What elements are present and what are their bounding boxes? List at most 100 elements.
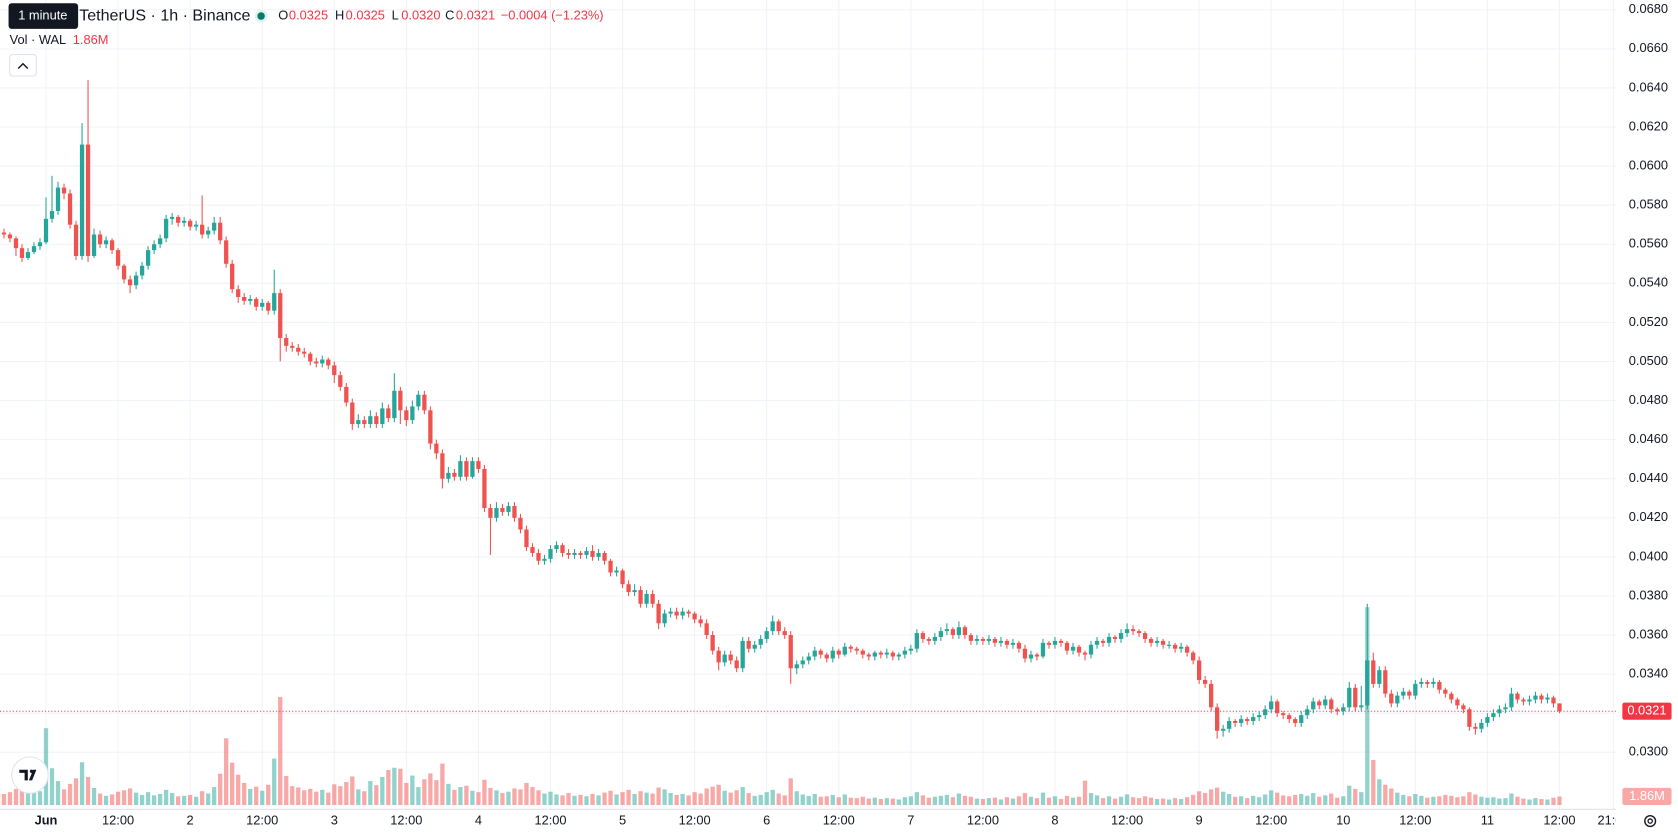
volume-bar: [1287, 796, 1292, 806]
candle-body: [1335, 709, 1340, 712]
grid: [0, 0, 1616, 810]
candle-body: [43, 218, 49, 243]
settings-button[interactable]: [1644, 815, 1657, 828]
y-tick-label: 0.0640: [1629, 79, 1668, 94]
volume-bar: [278, 696, 283, 806]
settings-icon[interactable]: [1644, 815, 1657, 828]
candle-body: [1443, 689, 1448, 694]
candle-body: [818, 650, 823, 655]
candle-body: [770, 621, 775, 632]
volume-bar: [884, 798, 889, 806]
ohlc-value: 0.0325: [289, 7, 328, 22]
y-tick-label: 0.0620: [1629, 118, 1668, 133]
candle-body: [1245, 719, 1250, 722]
candle-body: [85, 144, 91, 256]
tradingview-logo[interactable]: [11, 756, 49, 794]
candle-body: [866, 654, 871, 657]
candle-body: [386, 408, 391, 419]
candle-body: [1533, 695, 1538, 700]
y-tick-label: 0.0540: [1629, 275, 1668, 290]
collapse-button[interactable]: [9, 54, 37, 77]
volume-bar: [782, 795, 787, 806]
candle-body: [1142, 633, 1148, 639]
candle-body: [1509, 693, 1514, 708]
volume-bar: [986, 798, 992, 806]
symbol-title[interactable]: TetherUS · 1h · Binance: [79, 6, 250, 24]
candle-body: [782, 631, 787, 636]
volume-bar: [254, 786, 259, 806]
volume-bar: [1184, 797, 1190, 806]
candle-body: [1371, 660, 1376, 684]
volume-bar: [1136, 798, 1142, 806]
volume-bar: [91, 788, 97, 806]
y-tick-label: 0.0300: [1629, 744, 1668, 759]
candle-body: [824, 654, 829, 659]
candle-body: [1551, 697, 1556, 704]
volume-bar: [1022, 793, 1028, 806]
volume-bar: [97, 793, 103, 806]
volume-bar: [524, 782, 529, 806]
candle-body: [422, 394, 427, 411]
candle-body: [1317, 701, 1322, 706]
settings-icon-center[interactable]: [1647, 818, 1653, 824]
volume-bar: [578, 794, 583, 806]
candle-body: [440, 453, 445, 479]
volume-bar: [890, 798, 895, 806]
candle-body: [1118, 633, 1124, 639]
candle-body: [1467, 709, 1472, 727]
candle-body: [1521, 699, 1526, 702]
candle-body: [127, 279, 133, 286]
y-tick-label: 0.0580: [1629, 197, 1668, 212]
volume-bar: [668, 793, 673, 806]
volume-bar: [1533, 798, 1538, 806]
candle-body: [1347, 687, 1352, 708]
volume-title[interactable]: Vol · WAL: [10, 32, 67, 47]
volume-bar: [1413, 793, 1418, 806]
candle-body: [13, 238, 19, 249]
candle-body: [175, 216, 181, 223]
volume-bar: [55, 781, 61, 806]
volume-bar: [704, 788, 709, 806]
candle-body: [1166, 644, 1172, 646]
candle-body: [1257, 715, 1262, 718]
volume-bar: [608, 790, 613, 806]
logo-circle[interactable]: [11, 756, 49, 794]
volume-bar: [518, 789, 523, 806]
candle-body: [554, 545, 559, 550]
candle-body: [308, 353, 313, 362]
candle-body: [1148, 638, 1154, 643]
y-tick-label: 0.0460: [1629, 431, 1668, 446]
logo-dot[interactable]: [29, 769, 34, 774]
x-tick-label: 12:00: [967, 812, 999, 827]
volume-bar: [650, 793, 655, 806]
y-tick-label: 0.0520: [1629, 314, 1668, 329]
volume-bar: [1239, 796, 1244, 806]
volume-bar: [566, 793, 571, 806]
x-tick-label: 5: [619, 812, 626, 827]
ohlc-label: O: [278, 7, 288, 22]
ohlc-label: C: [445, 7, 454, 22]
candle-body: [1172, 644, 1178, 649]
market-status-dot[interactable]: [257, 12, 265, 20]
volume-bar: [1257, 797, 1262, 806]
volume-bar: [434, 780, 439, 806]
candle-body: [932, 636, 938, 641]
candle-body: [740, 640, 745, 669]
volume-bar: [710, 786, 715, 806]
candle-body: [332, 365, 337, 376]
volume-bar: [596, 795, 601, 806]
candle-body: [1022, 648, 1028, 659]
collapse-icon[interactable]: [17, 62, 29, 70]
candle-body: [1455, 699, 1460, 706]
candle-body: [1124, 629, 1130, 634]
volume-bar: [1305, 795, 1310, 806]
volume-bar: [1455, 797, 1460, 806]
ohlc-value: 0.0320: [401, 7, 440, 22]
candle-body: [602, 552, 607, 561]
candle-body: [890, 652, 895, 657]
candle-body: [1, 232, 7, 235]
volume-bar: [482, 779, 487, 806]
candle-body: [7, 234, 13, 239]
volume-bar: [1557, 796, 1562, 806]
volume-bar: [356, 789, 361, 806]
